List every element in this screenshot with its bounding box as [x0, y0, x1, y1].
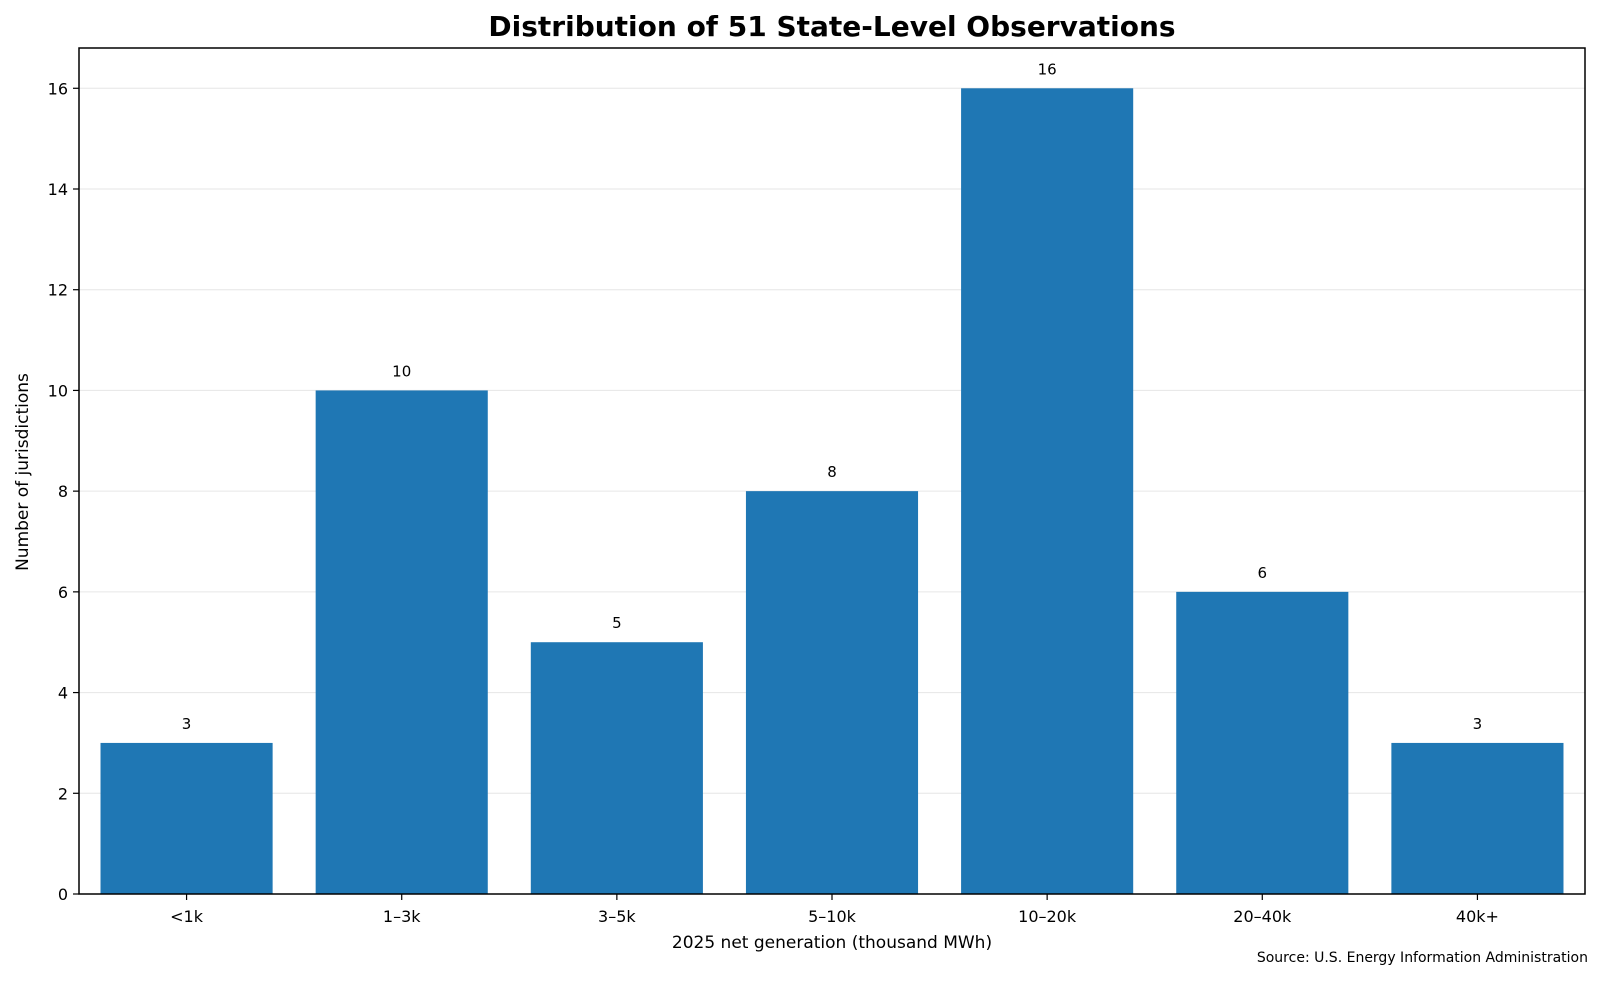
- y-tick-label: 4: [58, 684, 68, 703]
- x-tick-label: <1k: [170, 907, 204, 926]
- bar: [1391, 742, 1564, 894]
- y-tick-label: 14: [48, 180, 68, 199]
- y-tick-label: 2: [58, 784, 68, 803]
- bar-value-label: 3: [1473, 715, 1483, 733]
- bar-value-label: 16: [1038, 60, 1057, 78]
- y-tick-label: 6: [58, 583, 68, 602]
- bar: [745, 491, 919, 894]
- x-tick-label: 5–10k: [808, 907, 857, 926]
- x-tick-label: 10–20k: [1018, 907, 1077, 926]
- bar: [961, 88, 1134, 895]
- bar-value-label: 10: [392, 362, 411, 380]
- y-tick-label: 0: [58, 885, 68, 904]
- y-tick-label: 12: [48, 281, 68, 300]
- bars: [100, 88, 1564, 895]
- x-axis-ticks: <1k 1–3k 3–5k 5–10k 10–20k 20–40k 40k+: [170, 894, 1499, 926]
- y-axis-label: Number of jurisdictions: [13, 373, 33, 571]
- bar-value-label: 5: [612, 614, 622, 632]
- x-axis-label: 2025 net generation (thousand MWh): [672, 933, 992, 953]
- x-tick-label: 3–5k: [598, 907, 636, 926]
- x-tick-label: 40k+: [1456, 907, 1499, 926]
- y-tick-label: 8: [58, 482, 68, 501]
- source-note: Source: U.S. Energy Information Administ…: [1257, 950, 1588, 966]
- y-tick-label: 10: [48, 381, 68, 400]
- bar-value-label: 8: [827, 463, 837, 481]
- bar-value-label: 6: [1258, 564, 1268, 582]
- bar-value-label: 3: [182, 715, 192, 733]
- x-tick-label: 1–3k: [383, 907, 421, 926]
- x-tick-label: 20–40k: [1233, 907, 1292, 926]
- bar: [530, 642, 703, 894]
- bar: [100, 742, 273, 894]
- bar: [1176, 591, 1349, 894]
- y-axis-ticks: 0 2 4 6 8 10 12 14 16: [48, 79, 79, 904]
- chart-title: Distribution of 51 State-Level Observati…: [488, 10, 1175, 43]
- data-labels: 3 10 5 8 16 6 3: [182, 60, 1482, 733]
- bar: [315, 390, 488, 894]
- y-tick-label: 16: [48, 79, 68, 98]
